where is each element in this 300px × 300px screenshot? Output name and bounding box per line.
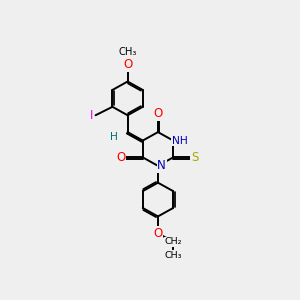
Text: O: O	[153, 107, 163, 120]
Text: H: H	[110, 132, 118, 142]
Text: O: O	[117, 151, 126, 164]
Text: O: O	[153, 227, 163, 240]
Text: N: N	[157, 159, 166, 172]
Text: O: O	[123, 58, 132, 71]
Text: CH₃: CH₃	[164, 251, 182, 260]
Text: NH: NH	[172, 136, 188, 146]
Text: CH₂: CH₂	[164, 237, 182, 246]
Text: CH₃: CH₃	[118, 47, 137, 57]
Text: I: I	[90, 109, 94, 122]
Text: S: S	[191, 151, 198, 164]
